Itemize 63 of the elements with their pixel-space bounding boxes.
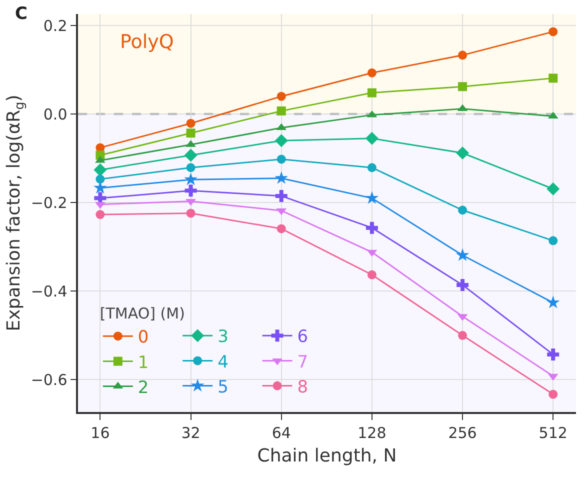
legend-label: 3 bbox=[218, 327, 228, 348]
legend-label: 4 bbox=[218, 352, 228, 372]
legend-label: 6 bbox=[297, 327, 308, 348]
point bbox=[458, 206, 468, 215]
point bbox=[274, 134, 288, 148]
x-tick-label: 64 bbox=[272, 424, 291, 442]
point bbox=[276, 106, 286, 116]
point bbox=[186, 118, 196, 128]
point bbox=[186, 128, 196, 138]
point bbox=[94, 163, 107, 176]
point bbox=[365, 132, 378, 145]
point bbox=[548, 27, 558, 36]
x-tick-label: 128 bbox=[358, 424, 386, 442]
point bbox=[274, 171, 288, 184]
point bbox=[184, 184, 197, 197]
x-tick-label: 256 bbox=[448, 424, 477, 442]
point bbox=[366, 222, 378, 234]
point bbox=[96, 174, 105, 184]
point bbox=[456, 278, 469, 291]
legend-label: 1 bbox=[138, 352, 149, 373]
point bbox=[276, 92, 286, 101]
point bbox=[276, 224, 286, 234]
point bbox=[458, 50, 468, 60]
legend-label: 8 bbox=[297, 377, 308, 398]
point bbox=[548, 390, 558, 399]
y-tick-label: −0.4 bbox=[30, 282, 68, 300]
legend-label: 5 bbox=[218, 377, 228, 398]
annotation: PolyQ bbox=[120, 31, 174, 53]
point bbox=[276, 154, 286, 164]
x-tick-label: 32 bbox=[181, 424, 200, 442]
point bbox=[184, 148, 198, 162]
legend-label: 0 bbox=[138, 328, 149, 348]
point bbox=[184, 172, 198, 186]
point bbox=[456, 248, 470, 261]
point bbox=[367, 163, 376, 172]
text: C bbox=[15, 4, 28, 24]
point bbox=[546, 296, 560, 308]
point bbox=[186, 208, 196, 218]
point bbox=[367, 270, 376, 280]
point bbox=[275, 190, 288, 202]
point bbox=[367, 88, 376, 98]
point bbox=[186, 163, 196, 172]
y-tick-label: 0.0 bbox=[43, 105, 68, 124]
point bbox=[456, 146, 470, 160]
point bbox=[367, 68, 376, 78]
y-tick-label: −0.2 bbox=[30, 194, 68, 212]
x-tick-label: 16 bbox=[90, 424, 110, 442]
point bbox=[458, 82, 468, 92]
y-tick-label: 0.2 bbox=[43, 16, 68, 35]
point bbox=[548, 74, 558, 83]
point bbox=[548, 236, 558, 246]
point bbox=[94, 180, 107, 194]
x-axis-title: Chain length, N bbox=[257, 445, 397, 466]
x-tick-label: 512 bbox=[538, 424, 568, 442]
legend-label: 7 bbox=[297, 352, 308, 372]
legend-title: [TMAO] (M) bbox=[100, 304, 185, 323]
point bbox=[96, 210, 105, 220]
y-tick-label: −0.6 bbox=[30, 370, 68, 389]
point bbox=[546, 182, 560, 196]
point bbox=[365, 191, 379, 204]
point bbox=[547, 348, 560, 360]
legend-label: 2 bbox=[138, 378, 149, 398]
point bbox=[458, 330, 468, 340]
